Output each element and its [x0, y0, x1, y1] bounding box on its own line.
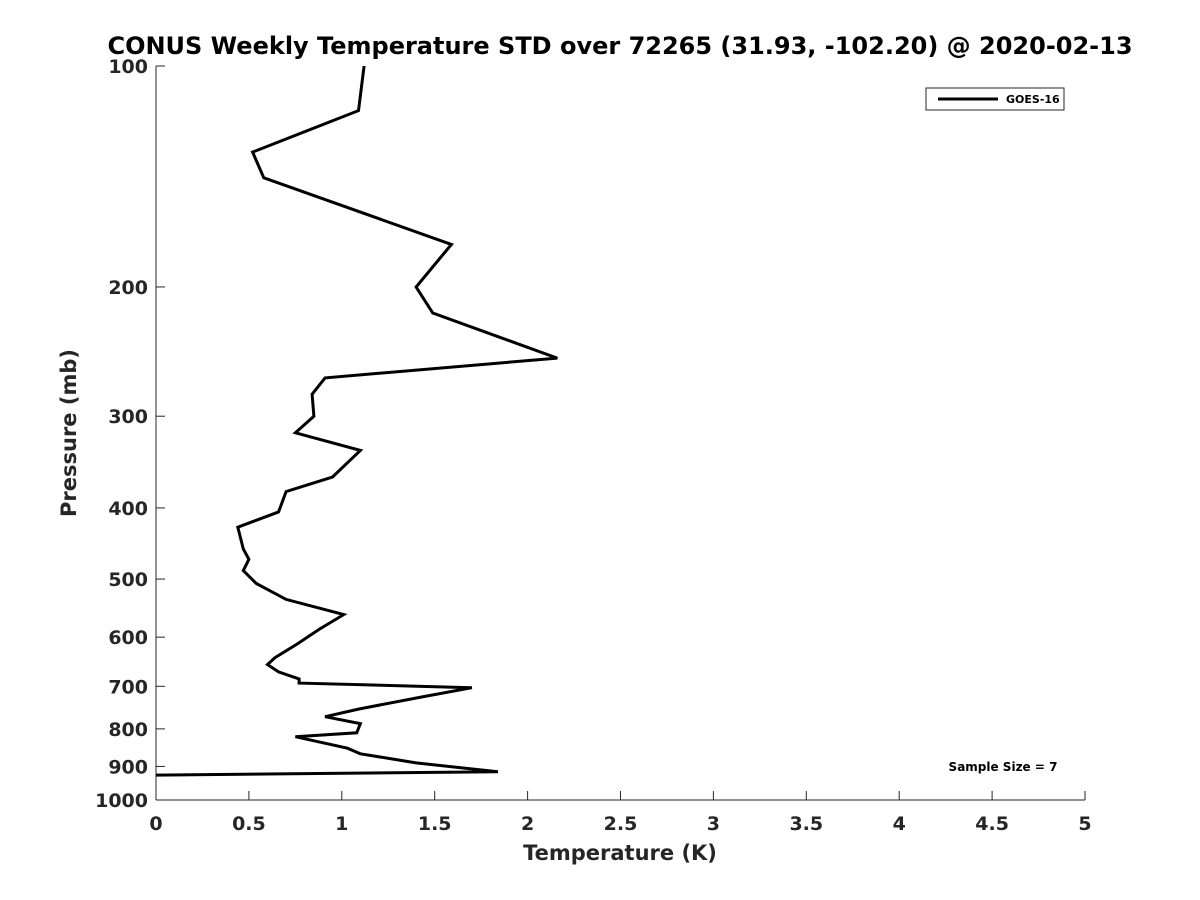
x-tick-label: 1 [335, 813, 348, 835]
axes: 0 0.5 1 1.5 2 2.5 3 3.5 4 4.5 5 100 200 300 400 500 600 7… [95, 56, 1092, 835]
legend: GOES-16 [925, 87, 1065, 111]
legend-label: GOES-16 [1006, 93, 1060, 106]
sample-size-annotation: Sample Size = 7 [949, 760, 1058, 774]
x-tick-label: 3 [707, 813, 720, 835]
x-tick-label: 2.5 [604, 813, 638, 835]
x-axis-label: Temperature (K) [523, 841, 717, 865]
y-tick-label: 600 [108, 627, 148, 649]
y-tick-label: 500 [108, 569, 148, 591]
x-tick-label: 1.5 [418, 813, 452, 835]
x-tick-label: 5 [1078, 813, 1091, 835]
x-tick-label: 0 [149, 813, 162, 835]
y-tick-label: 1000 [95, 790, 148, 812]
series-line-goes-16 [155, 65, 558, 777]
y-axis-label: Pressure (mb) [57, 349, 81, 517]
y-tick-label: 700 [108, 676, 148, 698]
x-tick-label: 2 [521, 813, 534, 835]
x-tick-label: 4 [893, 813, 906, 835]
y-tick-label: 100 [108, 56, 148, 78]
y-tick-label: 300 [108, 406, 148, 428]
y-tick-label: 200 [108, 277, 148, 299]
y-tick-label: 800 [108, 719, 148, 741]
y-tick-label: 400 [108, 498, 148, 520]
chart-title: CONUS Weekly Temperature STD over 72265 … [107, 32, 1132, 60]
x-tick-label: 0.5 [232, 813, 266, 835]
y-tick-label: 900 [108, 756, 148, 778]
x-tick-label: 3.5 [789, 813, 823, 835]
series-layer [155, 65, 558, 777]
x-tick-label: 4.5 [975, 813, 1009, 835]
